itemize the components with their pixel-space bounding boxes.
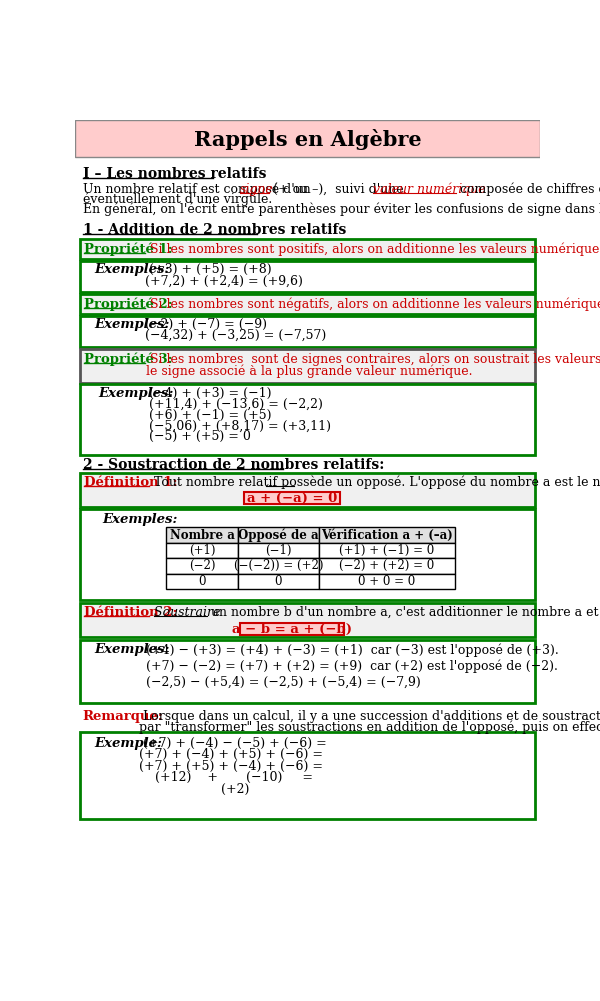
Text: (+6) + (−1) = (+5): (+6) + (−1) = (+5) [149, 408, 271, 421]
Text: Opposé de a: Opposé de a [238, 529, 319, 542]
FancyBboxPatch shape [166, 559, 238, 574]
Text: par "transformer" les soustractions en addition de l'opposé, puis on effectue le: par "transformer" les soustractions en a… [139, 720, 600, 734]
Text: composée de chiffres et: composée de chiffres et [457, 182, 600, 196]
Text: (−2,5) − (+5,4) = (−2,5) + (−5,4) = (−7,9): (−2,5) − (+5,4) = (−2,5) + (−5,4) = (−7,… [142, 676, 421, 689]
Text: 1 - Addition de 2 nombres relatifs: 1 - Addition de 2 nombres relatifs [83, 223, 346, 237]
Text: (−1): (−1) [265, 545, 292, 557]
Text: (−5,06) + (+8,17) = (+3,11): (−5,06) + (+8,17) = (+3,11) [149, 419, 331, 432]
Text: (+7) + (−4) + (+5) + (−6) =: (+7) + (−4) + (+5) + (−6) = [139, 748, 323, 761]
Text: Propriété 1:: Propriété 1: [84, 242, 173, 256]
Text: (+3) + (+5) = (+8): (+3) + (+5) = (+8) [145, 263, 271, 276]
Text: Exemples:: Exemples: [94, 317, 170, 330]
Text: (+4) − (+3) = (+4) + (−3) = (+1)  car (−3) est l'opposé de (+3).: (+4) − (+3) = (+4) + (−3) = (+1) car (−3… [142, 643, 559, 657]
Text: (+7) − (−2) = (+7) + (+2) = (+9)  car (+2) est l'opposé de (−2).: (+7) − (−2) = (+7) + (+2) = (+9) car (+2… [142, 660, 558, 673]
FancyBboxPatch shape [319, 574, 455, 589]
FancyBboxPatch shape [238, 559, 319, 574]
Text: a + (−a) = 0: a + (−a) = 0 [247, 491, 337, 505]
Text: signe: signe [240, 183, 274, 196]
Text: 0: 0 [199, 575, 206, 588]
Text: a − b = a + (−b): a − b = a + (−b) [232, 623, 352, 636]
FancyBboxPatch shape [80, 315, 535, 346]
FancyBboxPatch shape [80, 239, 535, 259]
FancyBboxPatch shape [166, 543, 238, 559]
FancyBboxPatch shape [80, 640, 535, 703]
Text: Un nombre relatif est composé d'un: Un nombre relatif est composé d'un [83, 182, 314, 196]
FancyBboxPatch shape [80, 733, 535, 819]
Text: Exemple:: Exemple: [94, 737, 162, 750]
Text: (+7) + (−4) − (−5) + (−6) =: (+7) + (−4) − (−5) + (−6) = [139, 737, 327, 750]
Text: Lorsque dans un calcul, il y a une succession d'additions et de soustractions, o: Lorsque dans un calcul, il y a une succe… [139, 710, 600, 723]
Text: (−(−2)) = (+2): (−(−2)) = (+2) [233, 560, 323, 573]
Text: En général, on l'écrit entre parenthèses pour éviter les confusions de signe dan: En général, on l'écrit entre parenthèses… [83, 202, 600, 216]
Text: (−5) + (+5) = 0: (−5) + (+5) = 0 [149, 430, 251, 443]
Text: I – Les nombres relatifs: I – Les nombres relatifs [83, 167, 266, 181]
FancyBboxPatch shape [238, 528, 319, 543]
FancyBboxPatch shape [166, 528, 238, 543]
FancyBboxPatch shape [240, 623, 344, 636]
Text: 0 + 0 = 0: 0 + 0 = 0 [358, 575, 416, 588]
Text: éventuellement d'une virgule.: éventuellement d'une virgule. [83, 192, 272, 206]
Text: Rappels en Algèbre: Rappels en Algèbre [194, 129, 421, 150]
Text: Vérification a + (–a): Vérification a + (–a) [321, 529, 453, 542]
Text: Tout nombre relatif possède un opposé. L'opposé du nombre a est le nombre (–a) t: Tout nombre relatif possède un opposé. L… [150, 475, 600, 488]
Text: Propriété 2:: Propriété 2: [84, 297, 173, 311]
Text: Propriété 3:: Propriété 3: [84, 352, 173, 366]
Text: Remarque:: Remarque: [83, 710, 163, 723]
Text: (+7) + (+5) + (−4) + (−6) =: (+7) + (+5) + (−4) + (−6) = [139, 760, 323, 773]
Text: Définition 1:: Définition 1: [84, 475, 178, 488]
FancyBboxPatch shape [80, 261, 535, 292]
Text: (−2) + (+2) = 0: (−2) + (+2) = 0 [340, 560, 434, 573]
FancyBboxPatch shape [166, 574, 238, 589]
Text: le signe associé à la plus grande valeur numérique.: le signe associé à la plus grande valeur… [146, 364, 472, 378]
Text: (+1) + (−1) = 0: (+1) + (−1) = 0 [340, 545, 434, 557]
Text: (+7,2) + (+2,4) = (+9,6): (+7,2) + (+2,4) = (+9,6) [145, 274, 302, 287]
FancyBboxPatch shape [244, 492, 340, 505]
FancyBboxPatch shape [80, 472, 535, 507]
FancyBboxPatch shape [319, 543, 455, 559]
Text: Si les nombres sont positifs, alors on additionne les valeurs numériques et la s: Si les nombres sont positifs, alors on a… [146, 242, 600, 256]
Text: Exemples:: Exemples: [94, 644, 170, 657]
FancyBboxPatch shape [80, 509, 535, 600]
Text: Soustraire: Soustraire [150, 606, 221, 619]
FancyBboxPatch shape [80, 384, 535, 455]
Text: (+2): (+2) [221, 783, 249, 796]
FancyBboxPatch shape [80, 603, 535, 637]
Text: (+ ou –),  suivi d'une: (+ ou –), suivi d'une [269, 183, 407, 196]
Text: Exemples:: Exemples: [94, 263, 170, 276]
Text: Si les nombres  sont de signes contraires, alors on soustrait les valeurs numéri: Si les nombres sont de signes contraires… [146, 352, 600, 366]
Text: 0: 0 [275, 575, 282, 588]
Text: (+11,4) + (−13,6) = (−2,2): (+11,4) + (−13,6) = (−2,2) [149, 397, 323, 410]
Text: (−4,32) + (−3,25) = (−7,57): (−4,32) + (−3,25) = (−7,57) [145, 329, 326, 342]
Text: Définition 2:: Définition 2: [84, 606, 178, 619]
FancyBboxPatch shape [80, 294, 535, 314]
FancyBboxPatch shape [238, 543, 319, 559]
Text: 2 - Soustraction de 2 nombres relatifs:: 2 - Soustraction de 2 nombres relatifs: [83, 458, 384, 472]
Text: (−2): (−2) [189, 560, 215, 573]
Text: (+12)    +       (−10)     =: (+12) + (−10) = [155, 771, 313, 784]
Text: Exemples:: Exemples: [98, 387, 173, 400]
Text: (+1): (+1) [189, 545, 215, 557]
Text: Si les nombres sont négatifs, alors on additionne les valeurs numériques et la s: Si les nombres sont négatifs, alors on a… [146, 297, 600, 311]
Text: un nombre b d'un nombre a, c'est additionner le nombre a et l'opposé du nombre b: un nombre b d'un nombre a, c'est additio… [207, 606, 600, 619]
Text: valeur numérique: valeur numérique [373, 182, 485, 196]
Text: Nombre a: Nombre a [170, 529, 235, 542]
FancyBboxPatch shape [319, 528, 455, 543]
Text: (−2) + (−7) = (−9): (−2) + (−7) = (−9) [145, 317, 267, 330]
FancyBboxPatch shape [238, 574, 319, 589]
FancyBboxPatch shape [80, 348, 535, 382]
FancyBboxPatch shape [75, 120, 540, 157]
FancyBboxPatch shape [319, 559, 455, 574]
Text: (−4) + (+3) = (−1): (−4) + (+3) = (−1) [149, 387, 271, 400]
Text: Exemples:: Exemples: [102, 514, 178, 527]
